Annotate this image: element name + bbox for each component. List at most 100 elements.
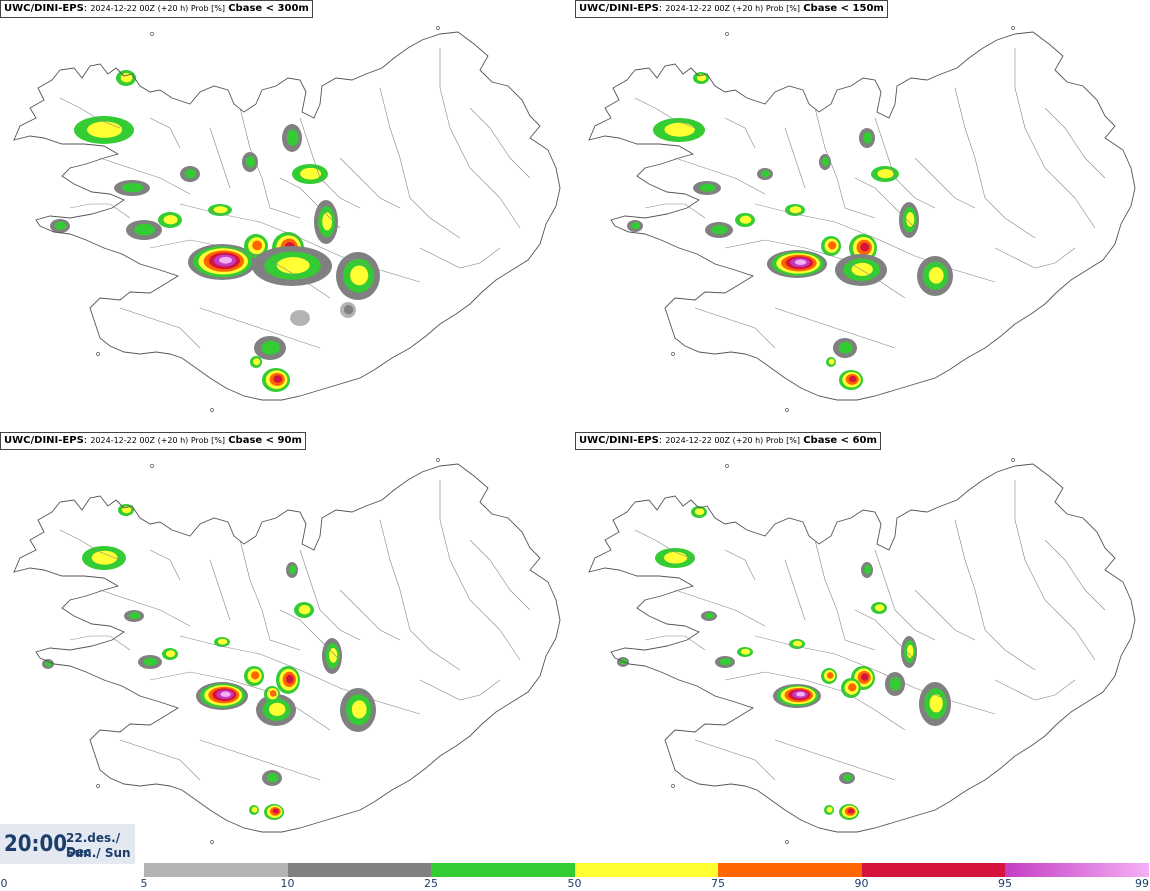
region-border — [469, 107, 531, 179]
region-border — [69, 635, 131, 651]
region-border — [239, 107, 301, 219]
probability-area — [864, 565, 872, 575]
probability-area — [739, 215, 752, 224]
island — [785, 840, 789, 844]
probability-area — [847, 808, 854, 814]
region-border — [1014, 48, 1096, 229]
probability-area — [322, 212, 333, 231]
probability-area — [796, 691, 806, 697]
region-border — [439, 480, 521, 661]
iceland-probability-map — [13, 458, 561, 844]
probability-area — [251, 806, 258, 813]
island — [96, 352, 100, 356]
probability-area — [261, 340, 280, 355]
region-border — [724, 549, 756, 581]
island — [725, 32, 729, 36]
region-border — [179, 635, 421, 715]
island — [210, 408, 214, 412]
colorbar-segment — [431, 863, 575, 877]
region-border — [279, 177, 341, 229]
probability-area — [630, 222, 641, 230]
map-panel-300m: UWC/DINI-EPS: 2024-12-22 00Z (+20 h) Pro… — [0, 0, 575, 432]
valid-date: 22.des./ Dec — [66, 831, 121, 859]
colorbar-tick-label: 95 — [998, 877, 1012, 890]
region-border — [209, 127, 231, 189]
probability-colorbar — [144, 863, 1149, 877]
region-border — [119, 307, 201, 349]
probability-area — [792, 640, 803, 647]
probability-area — [219, 256, 233, 264]
probability-area — [285, 674, 294, 684]
probability-area — [290, 310, 310, 326]
colorbar-tick-label: 99 — [1135, 877, 1149, 890]
colorbar-tick-label: 10 — [280, 877, 295, 890]
island — [150, 32, 154, 36]
probability-area — [862, 131, 873, 144]
colorbar-segment — [718, 863, 862, 877]
probability-area — [122, 183, 144, 193]
region-border — [299, 549, 361, 641]
region-border — [199, 739, 321, 781]
colorbar-tick-label: 75 — [711, 877, 725, 890]
probability-area — [699, 183, 716, 192]
probability-area — [848, 375, 857, 383]
probability-area — [704, 612, 715, 619]
panel-title: UWC/DINI-EPS: 2024-12-22 00Z (+20 h) Pro… — [575, 432, 881, 450]
probability-area — [929, 694, 943, 713]
probability-area — [217, 638, 228, 645]
region-border — [754, 635, 996, 715]
probability-area — [286, 129, 299, 146]
colorbar-segment — [574, 863, 718, 877]
region-border — [419, 679, 501, 701]
island — [436, 26, 440, 30]
island — [1011, 458, 1015, 462]
coastline — [13, 463, 561, 833]
probability-area — [826, 672, 834, 679]
region-border — [179, 203, 421, 283]
colorbar-tick-label: 0 — [0, 877, 8, 890]
colorbar-segment — [1005, 863, 1149, 877]
region-border — [379, 87, 461, 239]
probability-area — [163, 215, 178, 225]
region-border — [724, 671, 906, 731]
region-border — [644, 203, 706, 219]
iceland-probability-map — [13, 26, 561, 412]
probability-area — [351, 700, 367, 719]
probability-area — [874, 604, 885, 612]
valid-weekday: Sun./ Sun — [66, 846, 131, 860]
colorbar-segment — [144, 863, 288, 877]
region-border — [994, 247, 1076, 269]
probability-area — [128, 612, 141, 620]
region-border — [724, 239, 906, 299]
probability-area — [165, 650, 176, 658]
probability-area — [298, 605, 311, 615]
probability-area — [350, 265, 369, 286]
island — [1011, 26, 1015, 30]
probability-area — [789, 206, 802, 214]
region-border — [674, 157, 766, 195]
panel-title: UWC/DINI-EPS: 2024-12-22 00Z (+20 h) Pro… — [0, 432, 306, 450]
panel-title: UWC/DINI-EPS: 2024-12-22 00Z (+20 h) Pro… — [575, 0, 888, 18]
coastline — [588, 31, 1136, 401]
colorbar-tick-label: 90 — [854, 877, 869, 890]
region-border — [634, 529, 696, 561]
region-border — [209, 559, 231, 621]
region-border — [149, 671, 331, 731]
probability-area — [906, 644, 914, 658]
region-border — [239, 539, 301, 651]
region-border — [299, 117, 361, 209]
coastline — [13, 31, 561, 401]
region-border — [774, 307, 896, 349]
probability-area — [711, 225, 728, 235]
probability-area — [329, 647, 338, 663]
probability-area — [822, 157, 830, 167]
probability-area — [220, 691, 231, 697]
region-border — [694, 307, 776, 349]
probability-area — [694, 508, 705, 516]
island — [671, 352, 675, 356]
region-border — [674, 589, 766, 627]
probability-area — [848, 683, 857, 692]
colorbar-tick-label: 50 — [567, 877, 582, 890]
colorbar-tick-label: 25 — [424, 877, 438, 890]
probability-area — [251, 671, 260, 680]
